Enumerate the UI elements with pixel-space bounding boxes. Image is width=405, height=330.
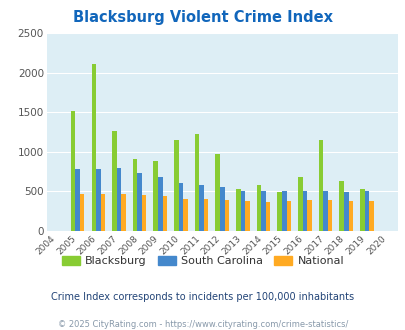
Text: Crime Index corresponds to incidents per 100,000 inhabitants: Crime Index corresponds to incidents per… (51, 292, 354, 302)
Bar (100, 194, 105, 231)
Bar (215, 154, 220, 231)
Bar (347, 201, 352, 231)
Bar (240, 191, 245, 231)
Bar (162, 196, 167, 231)
Bar (71, 112, 75, 231)
Bar (137, 173, 142, 231)
Bar (91, 64, 96, 231)
Bar (307, 200, 311, 231)
Bar (96, 169, 100, 231)
Bar (158, 177, 162, 231)
Bar (199, 185, 203, 231)
Text: Blacksburg Violent Crime Index: Blacksburg Violent Crime Index (73, 10, 332, 25)
Bar (322, 191, 327, 231)
Bar (343, 192, 347, 231)
Bar (75, 169, 80, 231)
Legend: Blacksburg, South Carolina, National: Blacksburg, South Carolina, National (57, 251, 348, 271)
Bar (203, 199, 208, 231)
Bar (297, 177, 302, 231)
Bar (116, 168, 121, 231)
Bar (339, 181, 343, 231)
Bar (261, 191, 265, 231)
Bar (302, 191, 307, 231)
Bar (80, 194, 84, 231)
Bar (245, 201, 249, 231)
Bar (256, 185, 261, 231)
Bar (327, 200, 332, 231)
Bar (153, 160, 158, 231)
Bar (224, 200, 228, 231)
Bar (132, 159, 137, 231)
Bar (286, 201, 290, 231)
Bar (364, 191, 368, 231)
Bar (194, 134, 199, 231)
Bar (277, 192, 281, 231)
Bar (368, 201, 373, 231)
Bar (318, 140, 322, 231)
Bar (178, 183, 183, 231)
Bar (142, 195, 146, 231)
Bar (281, 191, 286, 231)
Bar (265, 202, 270, 231)
Bar (236, 189, 240, 231)
Bar (220, 187, 224, 231)
Bar (112, 131, 116, 231)
Bar (359, 189, 364, 231)
Bar (121, 194, 126, 231)
Bar (183, 199, 188, 231)
Bar (174, 140, 178, 231)
Text: © 2025 CityRating.com - https://www.cityrating.com/crime-statistics/: © 2025 CityRating.com - https://www.city… (58, 320, 347, 329)
